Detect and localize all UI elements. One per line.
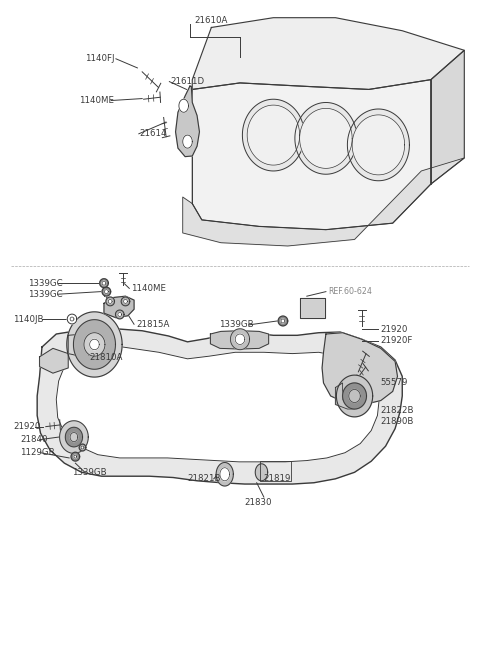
Polygon shape bbox=[90, 339, 99, 350]
Polygon shape bbox=[295, 102, 357, 174]
Polygon shape bbox=[100, 279, 108, 288]
Text: 21610A: 21610A bbox=[195, 16, 228, 26]
Text: 21840: 21840 bbox=[21, 435, 48, 444]
Polygon shape bbox=[281, 319, 285, 323]
Polygon shape bbox=[73, 320, 116, 369]
Polygon shape bbox=[300, 108, 352, 168]
Polygon shape bbox=[74, 455, 77, 458]
Polygon shape bbox=[67, 312, 122, 377]
Text: 1339GB: 1339GB bbox=[72, 468, 107, 477]
Polygon shape bbox=[179, 99, 189, 112]
Polygon shape bbox=[56, 347, 379, 462]
Text: 21819: 21819 bbox=[263, 474, 290, 483]
Text: REF.60-624: REF.60-624 bbox=[328, 287, 372, 296]
Polygon shape bbox=[67, 314, 77, 324]
Polygon shape bbox=[210, 331, 269, 349]
Polygon shape bbox=[60, 421, 88, 453]
Polygon shape bbox=[255, 464, 268, 481]
Polygon shape bbox=[81, 446, 84, 449]
Polygon shape bbox=[106, 297, 115, 306]
Polygon shape bbox=[192, 18, 464, 90]
Text: 1140ME: 1140ME bbox=[79, 96, 114, 105]
Polygon shape bbox=[242, 99, 304, 171]
Polygon shape bbox=[336, 375, 372, 417]
Text: 21920F: 21920F bbox=[381, 336, 413, 345]
Polygon shape bbox=[105, 290, 108, 293]
Text: 21821B: 21821B bbox=[188, 474, 221, 483]
Polygon shape bbox=[108, 299, 112, 303]
Polygon shape bbox=[235, 334, 245, 345]
Polygon shape bbox=[336, 383, 355, 409]
Polygon shape bbox=[322, 333, 397, 404]
Polygon shape bbox=[352, 115, 405, 175]
Text: 21920: 21920 bbox=[381, 325, 408, 334]
Text: 21611D: 21611D bbox=[171, 77, 205, 86]
Polygon shape bbox=[70, 317, 74, 321]
Text: 21890B: 21890B bbox=[381, 417, 414, 426]
Polygon shape bbox=[220, 468, 229, 481]
Polygon shape bbox=[37, 329, 402, 484]
Polygon shape bbox=[349, 390, 360, 403]
Polygon shape bbox=[102, 288, 111, 296]
Polygon shape bbox=[121, 297, 130, 306]
Polygon shape bbox=[192, 80, 431, 230]
Polygon shape bbox=[39, 348, 68, 373]
Polygon shape bbox=[104, 296, 134, 318]
Polygon shape bbox=[116, 310, 124, 319]
Polygon shape bbox=[68, 334, 93, 356]
Polygon shape bbox=[230, 329, 250, 350]
Polygon shape bbox=[70, 432, 78, 441]
Text: 21920: 21920 bbox=[13, 422, 41, 431]
Polygon shape bbox=[247, 105, 300, 165]
Polygon shape bbox=[71, 452, 80, 461]
Polygon shape bbox=[216, 462, 233, 486]
Text: 21614: 21614 bbox=[140, 129, 168, 138]
Text: 1339GC: 1339GC bbox=[28, 290, 62, 299]
Polygon shape bbox=[118, 312, 121, 316]
Polygon shape bbox=[102, 281, 106, 285]
Polygon shape bbox=[84, 333, 105, 356]
Polygon shape bbox=[79, 444, 86, 451]
Polygon shape bbox=[183, 158, 464, 246]
Polygon shape bbox=[183, 135, 192, 148]
Text: 21822B: 21822B bbox=[381, 406, 414, 415]
Text: 1140FJ: 1140FJ bbox=[85, 54, 114, 64]
Text: 1129GB: 1129GB bbox=[21, 448, 55, 457]
Polygon shape bbox=[348, 109, 409, 181]
Text: 55579: 55579 bbox=[381, 378, 408, 387]
Text: 1339GC: 1339GC bbox=[28, 278, 62, 288]
Polygon shape bbox=[65, 427, 83, 447]
Text: 21810A: 21810A bbox=[90, 353, 123, 362]
Polygon shape bbox=[431, 50, 464, 184]
Text: 1140JB: 1140JB bbox=[13, 314, 44, 324]
Polygon shape bbox=[123, 299, 127, 303]
Text: 1140ME: 1140ME bbox=[131, 284, 166, 293]
Polygon shape bbox=[300, 298, 325, 318]
Text: 21815A: 21815A bbox=[136, 320, 170, 329]
Polygon shape bbox=[343, 383, 366, 409]
Text: 21830: 21830 bbox=[245, 498, 272, 507]
Text: 1339GB: 1339GB bbox=[218, 320, 253, 329]
Polygon shape bbox=[176, 86, 199, 157]
Polygon shape bbox=[278, 316, 288, 326]
